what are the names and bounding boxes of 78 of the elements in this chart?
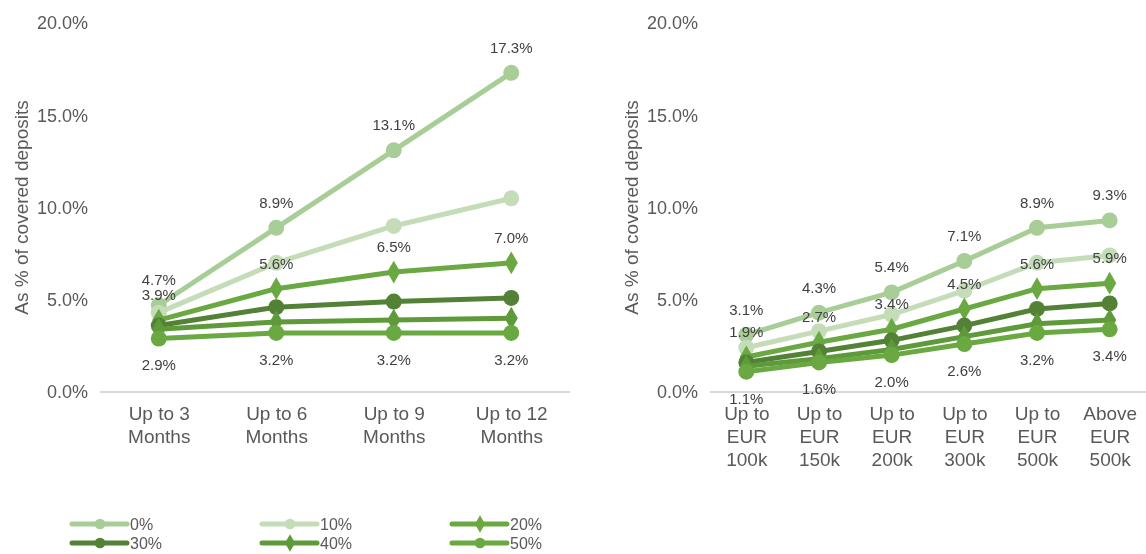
data-label: 7.0% bbox=[494, 228, 529, 246]
point bbox=[956, 253, 973, 269]
data-label: 6.5% bbox=[376, 238, 411, 256]
point bbox=[385, 325, 402, 341]
point bbox=[811, 354, 827, 371]
y-tick-label: 20.0% bbox=[646, 13, 698, 34]
point bbox=[268, 299, 285, 316]
y-tick-label: 10.0% bbox=[36, 197, 88, 218]
data-label: 9.3% bbox=[1092, 186, 1127, 204]
data-label: 3.1% bbox=[729, 300, 764, 318]
legend-label: 20% bbox=[510, 516, 543, 533]
y-tick-label: 0.0% bbox=[46, 382, 88, 403]
point bbox=[956, 336, 973, 352]
x-tick-label: Up to EUR 300k bbox=[942, 403, 988, 470]
data-label: 3.4% bbox=[874, 295, 909, 313]
point bbox=[1029, 301, 1045, 317]
data-label: 2.9% bbox=[141, 356, 176, 374]
data-label: 5.9% bbox=[1092, 249, 1127, 267]
data-label: 8.9% bbox=[259, 193, 294, 211]
legend-label: 10% bbox=[320, 516, 353, 533]
y-tick-label: 15.0% bbox=[36, 105, 88, 126]
point bbox=[1029, 219, 1045, 236]
data-label: 3.2% bbox=[1019, 350, 1055, 368]
data-label: 1.6% bbox=[801, 380, 837, 398]
x-tick-label: Up to 12 Months bbox=[475, 403, 548, 447]
data-label: 5.6% bbox=[1019, 254, 1055, 272]
point bbox=[883, 347, 900, 364]
data-label: 2.0% bbox=[874, 373, 909, 391]
point bbox=[385, 142, 402, 159]
data-label: 8.9% bbox=[1019, 193, 1055, 211]
x-tick-label: Up to 6 Months bbox=[245, 403, 308, 447]
data-label: 7.1% bbox=[947, 227, 982, 245]
y-tick-label: 0.0% bbox=[656, 382, 698, 403]
data-label: 13.1% bbox=[372, 116, 416, 134]
data-label: 17.3% bbox=[489, 38, 533, 56]
data-label: 3.2% bbox=[494, 350, 529, 368]
point bbox=[1101, 321, 1118, 338]
y-tick-label: 5.0% bbox=[656, 290, 698, 311]
point bbox=[503, 289, 520, 306]
point bbox=[268, 219, 285, 236]
point bbox=[738, 363, 755, 380]
data-label: 5.4% bbox=[874, 258, 909, 276]
data-label: 4.7% bbox=[141, 271, 176, 289]
data-label: 3.9% bbox=[141, 286, 176, 304]
data-label: 4.5% bbox=[947, 274, 982, 292]
data-label: 2.7% bbox=[801, 308, 837, 326]
point bbox=[150, 330, 167, 347]
y-axis-title: As % of covered deposits bbox=[11, 100, 32, 315]
point bbox=[1101, 212, 1118, 229]
data-label: 3.4% bbox=[1092, 347, 1127, 365]
x-tick-label: Up to EUR 200k bbox=[869, 403, 915, 470]
point bbox=[385, 217, 402, 234]
x-tick-label: Up to 3 Months bbox=[128, 403, 191, 447]
y-tick-label: 15.0% bbox=[646, 105, 698, 126]
x-tick-label: Up to EUR 150k bbox=[796, 403, 843, 470]
y-axis-title: As % of covered deposits bbox=[621, 100, 642, 315]
legend-label: 0% bbox=[130, 516, 154, 533]
point bbox=[385, 293, 402, 310]
data-label: 4.3% bbox=[801, 278, 837, 296]
point bbox=[503, 190, 520, 207]
data-label: 2.6% bbox=[947, 362, 982, 380]
legend-label: 40% bbox=[320, 535, 353, 552]
x-tick-label: Up to 9 Months bbox=[363, 403, 426, 447]
data-label: 3.2% bbox=[376, 350, 411, 368]
point bbox=[268, 325, 285, 341]
legend-label: 50% bbox=[510, 535, 543, 552]
point bbox=[1029, 325, 1045, 341]
y-tick-label: 10.0% bbox=[646, 197, 698, 218]
x-tick-label: Up to EUR 500k bbox=[1014, 403, 1061, 470]
y-tick-label: 5.0% bbox=[46, 290, 88, 311]
legend-label: 30% bbox=[130, 535, 163, 552]
y-tick-label: 20.0% bbox=[36, 13, 88, 34]
data-label: 3.2% bbox=[259, 350, 294, 368]
point bbox=[1101, 295, 1118, 312]
point bbox=[503, 325, 520, 341]
data-label: 5.6% bbox=[259, 254, 294, 272]
point bbox=[503, 64, 520, 81]
x-tick-label: Above EUR 500k bbox=[1083, 403, 1138, 470]
